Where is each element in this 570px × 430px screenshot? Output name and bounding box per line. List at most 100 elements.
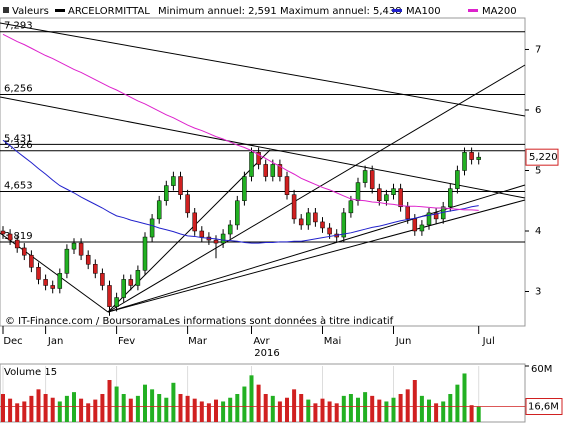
volume-frame — [0, 363, 526, 423]
candle-body — [22, 247, 27, 256]
volume-bar — [327, 401, 332, 422]
volume-bar — [199, 401, 204, 422]
volume-bar — [405, 389, 410, 422]
candle-body — [419, 224, 425, 232]
volume-bar — [455, 384, 460, 422]
volume-bar — [192, 398, 197, 422]
volume-bar — [285, 397, 289, 422]
candle-body — [107, 285, 112, 307]
candle-body — [391, 188, 396, 195]
volume-bar — [313, 403, 318, 422]
candle-body — [284, 176, 290, 195]
x-tick-label: Dec — [3, 336, 22, 347]
last-price-label: 5,220 — [529, 152, 558, 163]
candle-body — [220, 233, 226, 244]
candle-body — [355, 182, 361, 201]
candle-body — [78, 242, 84, 256]
volume-bar — [320, 398, 325, 422]
volume-bar — [150, 389, 155, 422]
candle-body — [348, 200, 354, 214]
volume-last-box — [525, 398, 563, 416]
candle-body — [29, 254, 34, 268]
x-tick-label: Fev — [118, 336, 135, 347]
ma-line — [2, 33, 479, 211]
volume-bar — [72, 392, 76, 422]
x-tick-label: Mar — [188, 336, 208, 347]
candle-body — [291, 194, 297, 220]
candle-body — [43, 279, 48, 286]
volume-bar — [107, 380, 112, 422]
candle-body — [149, 218, 155, 238]
candle-body — [64, 248, 70, 274]
last-price-box — [525, 148, 559, 166]
x-tick-label: Jan — [47, 336, 63, 347]
legend-swatch — [55, 9, 65, 12]
candle-body — [100, 273, 105, 286]
candle-body — [50, 285, 55, 289]
volume-bar — [79, 398, 84, 422]
volume-bar — [36, 389, 41, 422]
candle-body — [263, 164, 268, 177]
volume-bar — [228, 397, 233, 422]
level-label: 5,431 — [4, 133, 33, 144]
candle-body — [277, 164, 283, 177]
candle-body — [178, 176, 183, 195]
candle-body — [476, 156, 481, 160]
candle-body — [93, 264, 98, 274]
volume-bar — [256, 384, 261, 422]
volume-bar — [178, 394, 183, 422]
candle-body — [36, 267, 41, 280]
year-label: 2016 — [254, 348, 279, 359]
candle-body — [7, 233, 13, 241]
ma-line — [2, 139, 479, 244]
candle-body — [156, 200, 162, 220]
volume-bar — [363, 392, 368, 422]
volume-bar — [306, 399, 311, 422]
volume-bar — [114, 386, 119, 422]
candle-body — [377, 188, 382, 201]
candle-body — [341, 212, 347, 238]
y-tick-label: 3 — [535, 287, 541, 298]
candle-body — [469, 152, 474, 160]
volume-bar — [235, 394, 240, 422]
candle-body — [114, 297, 119, 307]
volume-bar — [206, 403, 211, 422]
candle-body — [71, 242, 77, 250]
candle-body — [199, 230, 205, 238]
candle-body — [455, 170, 460, 189]
trendlines — [0, 22, 526, 313]
y-tick-label: 4 — [535, 226, 541, 237]
header-label: Valeurs — [12, 6, 49, 17]
volume-bar — [419, 395, 424, 422]
volume-bar — [43, 394, 48, 422]
candle-body — [185, 194, 190, 214]
candle-body — [192, 212, 197, 232]
volume-bar — [412, 380, 417, 422]
volume-bar — [22, 401, 27, 422]
volume-bar — [277, 401, 282, 422]
volume-bar — [469, 405, 474, 422]
plot-frame — [0, 17, 526, 327]
legend-icon — [3, 7, 9, 13]
candle-body — [57, 273, 63, 289]
level-label: 5,326 — [4, 140, 33, 151]
candle-body — [85, 254, 91, 265]
candle-body — [0, 230, 6, 235]
volume-bar — [292, 389, 297, 422]
volume-bar — [121, 394, 126, 422]
x-tick-label: Jun — [395, 336, 412, 347]
volume-bar — [93, 399, 98, 422]
candle-body — [235, 200, 240, 226]
candle-body — [384, 194, 389, 201]
volume-tick-label: 60M — [531, 364, 552, 375]
volume-bar — [8, 398, 13, 422]
volume-bar — [50, 397, 55, 422]
volume-bar — [334, 403, 339, 422]
volume-bar — [370, 395, 375, 422]
candle-body — [171, 176, 176, 186]
volume-bar — [214, 399, 218, 422]
volume-bar — [263, 394, 268, 422]
volume-bar — [427, 399, 431, 422]
